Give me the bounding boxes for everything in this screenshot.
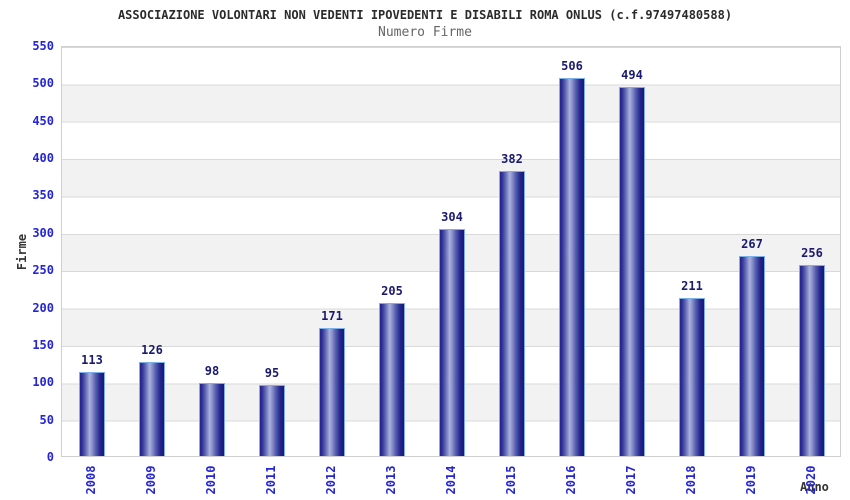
x-tick-label-2015: 2015 xyxy=(504,465,518,495)
bar-value-label: 304 xyxy=(441,210,463,224)
bar-value-label: 382 xyxy=(501,152,523,166)
x-tick-label-2016: 2016 xyxy=(564,465,578,495)
x-tick-label-2009: 2009 xyxy=(144,465,158,495)
bar-2015 xyxy=(499,171,525,456)
bar-value-label: 98 xyxy=(204,364,220,378)
y-tick-label: 450 xyxy=(32,113,54,128)
bar-value-label: 95 xyxy=(264,366,280,380)
x-tick-label-2011: 2011 xyxy=(264,465,278,495)
bar-value-label: 211 xyxy=(681,279,703,293)
y-tick-label: 350 xyxy=(32,188,54,203)
bar-2008 xyxy=(79,372,105,456)
y-tick-label: 300 xyxy=(32,225,54,240)
x-tick-label-2014: 2014 xyxy=(444,465,458,495)
x-tick-label-2019: 2019 xyxy=(744,465,758,495)
y-tick-label: 100 xyxy=(32,375,54,390)
y-tick-label: 250 xyxy=(32,263,54,278)
bar-value-label: 205 xyxy=(381,284,403,298)
y-tick-label: 400 xyxy=(32,151,54,166)
y-tick-label: 550 xyxy=(32,39,54,53)
bar-value-label: 494 xyxy=(621,68,643,82)
plot-area: 113 126 98 95 171 205 304 382 506 494 211 267 256 xyxy=(61,46,841,457)
bar-value-label: 256 xyxy=(801,246,823,260)
bar-2011 xyxy=(259,385,285,456)
bar-2019 xyxy=(739,256,765,456)
bar-2016 xyxy=(559,78,585,456)
chart-subtitle: Numero Firme xyxy=(378,25,472,40)
x-axis-title: Anno xyxy=(800,480,829,494)
bar-2017 xyxy=(619,87,645,456)
x-tick-label-2010: 2010 xyxy=(204,465,218,495)
x-tick-label-2013: 2013 xyxy=(384,465,398,495)
bar-2013 xyxy=(379,303,405,456)
bar-2009 xyxy=(139,362,165,456)
x-tick-label-2017: 2017 xyxy=(624,465,638,495)
bar-value-label: 506 xyxy=(561,59,583,73)
bar-value-label: 126 xyxy=(141,343,163,357)
bar-2020 xyxy=(799,265,825,456)
y-tick-label: 50 xyxy=(39,412,54,427)
x-tick-label-2008: 2008 xyxy=(84,465,98,495)
bar-2012 xyxy=(319,328,345,456)
bar-2014 xyxy=(439,229,465,456)
bar-value-label: 267 xyxy=(741,237,763,251)
x-tick-label-2018: 2018 xyxy=(684,465,698,495)
bar-value-label: 171 xyxy=(321,309,343,323)
y-tick-label: 500 xyxy=(32,76,54,91)
y-tick-label: 200 xyxy=(32,300,54,315)
bar-2010 xyxy=(199,383,225,456)
y-tick-label: 150 xyxy=(32,337,54,352)
x-tick-label-2012: 2012 xyxy=(324,465,338,495)
bar-value-label: 113 xyxy=(81,353,103,367)
x-tick-label-2020: 2020 xyxy=(804,465,818,495)
chart-title: ASSOCIAZIONE VOLONTARI NON VEDENTI IPOVE… xyxy=(117,8,733,22)
bar-2018 xyxy=(679,298,705,456)
y-tick-label: 0 xyxy=(46,450,54,464)
